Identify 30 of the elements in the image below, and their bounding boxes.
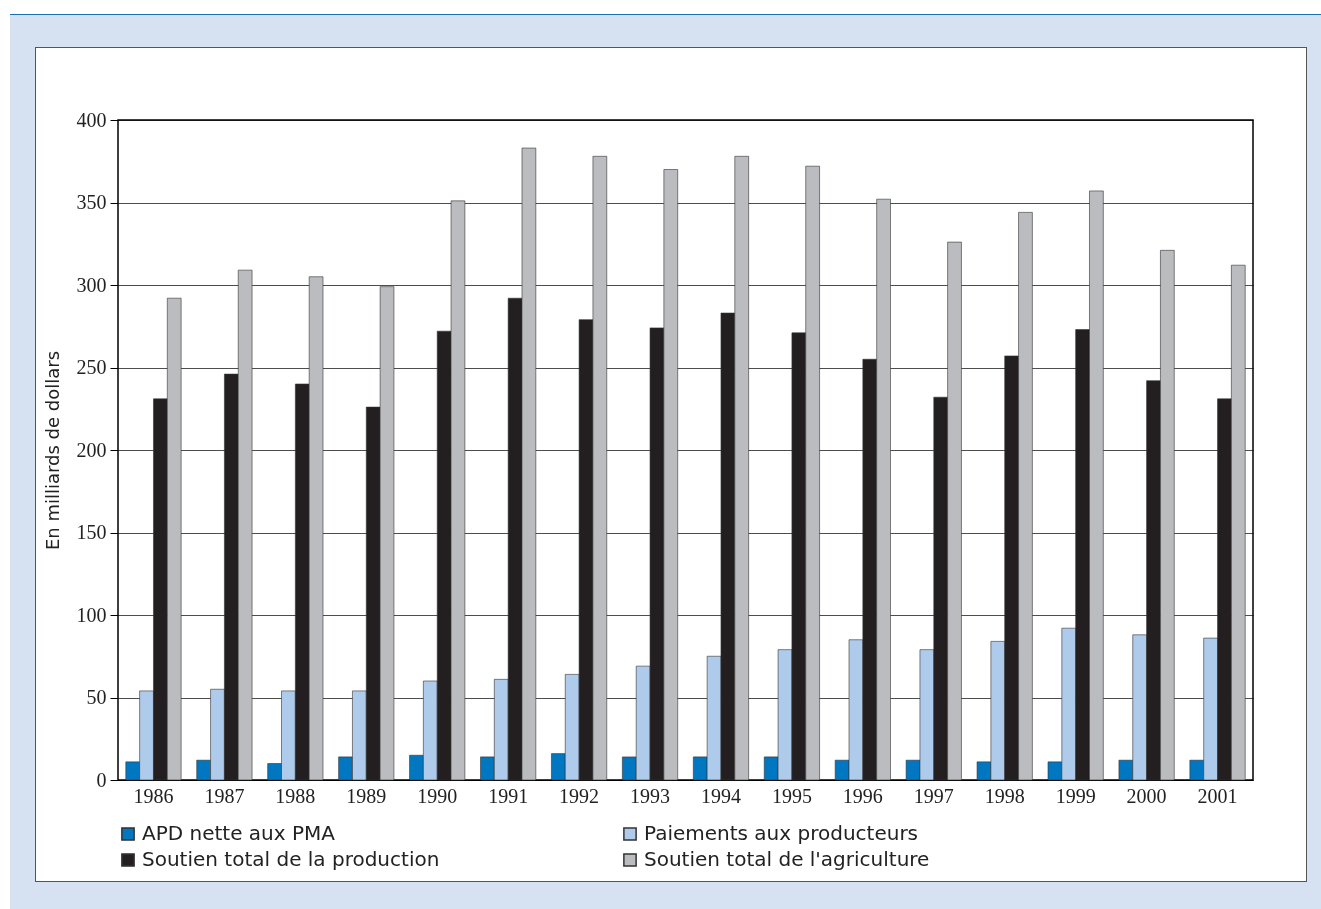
legend-label: APD nette aux PMA [142,821,336,845]
x-tick-label: 1988 [275,784,316,807]
x-tick-label: 1992 [559,784,600,807]
y-tick-label: 300 [76,273,107,296]
y-tick-label: 150 [76,521,107,543]
y-tick-label: 50 [86,686,107,708]
x-tick-label: 2001 [1197,784,1238,807]
x-tick-label: 1998 [984,784,1025,807]
x-tick-label: 1991 [488,784,529,807]
x-tick-label: 1994 [700,784,741,807]
y-tick-label: 400 [76,108,107,131]
x-tick-label: 1990 [417,784,458,807]
x-tick-label: 1987 [204,784,245,807]
y-tick-label: 350 [76,191,107,213]
x-tick-label: 1996 [842,784,883,807]
x-tick-label: 1995 [771,784,812,807]
legend-label: Soutien total de la production [142,847,440,871]
x-tick-label: 1993 [630,784,671,807]
legend-label: Soutien total de l'agriculture [644,847,930,871]
x-tick-label: 1997 [913,784,954,807]
legend-label: Paiements aux producteurs [644,821,919,845]
y-tick-label: 250 [76,356,107,378]
x-tick-label: 2000 [1126,784,1167,807]
y-tick-label: 0 [96,768,107,791]
y-tick-label: 100 [76,603,107,626]
x-tick-label: 1989 [346,784,387,807]
x-tick-label: 1999 [1055,784,1096,807]
y-tick-label: 200 [76,438,107,461]
x-tick-label: 1986 [133,784,174,807]
y-axis-title: En milliards de dollars [41,350,63,551]
